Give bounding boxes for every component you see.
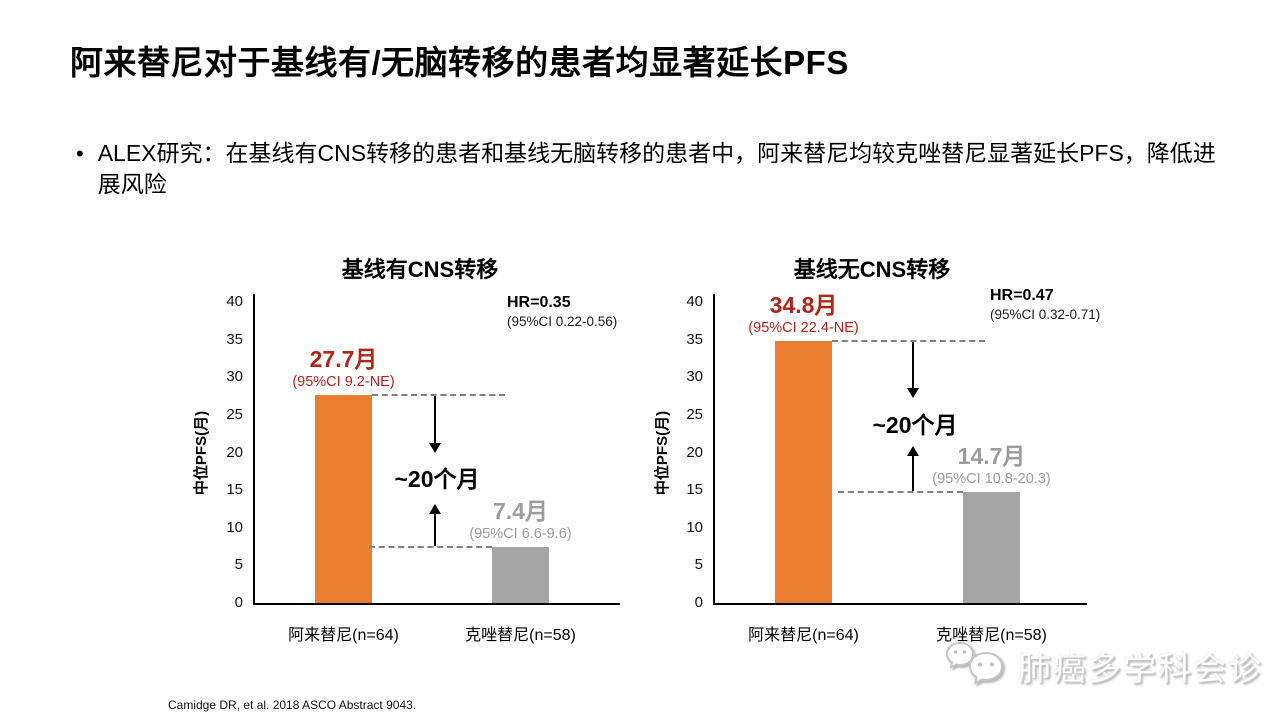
chart-1-xlabel-crizotinib: 克唑替尼(n=58) [936,627,1047,644]
median-pfs-value: 34.8月 [769,292,838,319]
chart-0-value-label-crizotinib: 7.4月 (95%CI 6.6-9.6) [406,498,636,544]
chart-1-bar-crizotinib [963,492,1020,603]
watermark-text: 肺癌多学科会诊 [1018,650,1263,687]
chart-1-bar-alectinib [775,341,832,603]
page-title: 阿来替尼对于基线有/无脑转移的患者均显著延长PFS [70,44,849,81]
confidence-interval: (95%CI 9.2-NE) [292,373,395,390]
hr-value: HR=0.47 [990,287,1054,304]
chart-1-value-label-alectinib: 34.8月 (95%CI 22.4-NE) [689,292,919,338]
chart-0-title: 基线有CNS转移 [341,257,499,282]
bullet-row: • ALEX研究：在基线有CNS转移的患者和基线无脑转移的患者中，阿来替尼均较克… [76,138,1221,200]
chart-0-ytick-40: 40 [226,293,243,310]
citation-footnote: Camidge DR, et al. 2018 ASCO Abstract 90… [168,698,417,712]
chart-1-ytick-0: 0 [694,594,703,611]
chart-0-ytick-35: 35 [226,330,243,348]
hr-confidence-interval: (95%CI 0.32-0.71) [990,307,1101,322]
chart-1-dash-high [832,340,985,343]
bullet-text: ALEX研究：在基线有CNS转移的患者和基线无脑转移的患者中，阿来替尼均较克唑替… [97,140,1216,197]
chart-0-axes [253,294,620,605]
chart-1-axes [713,294,1087,605]
chart-0-bar-alectinib [315,394,372,603]
chart-0-xlabel-alectinib: 阿来替尼(n=64) [288,627,399,644]
chart-1-ytick-15: 15 [686,481,703,499]
chart-1-difference-label: ~20个月 [872,412,958,438]
hr-confidence-interval: (95%CI 0.22-0.56) [507,314,618,329]
chart-0-down-arrow-head [429,442,441,453]
chart-1-ytick-40: 40 [686,293,703,310]
hr-value: HR=0.35 [507,294,571,311]
chart-0-dash-low [369,546,492,549]
chart-1-ytick-5: 5 [694,556,703,574]
median-pfs-value: 7.4月 [493,498,548,525]
chart-1-ytick-30: 30 [686,368,703,386]
chart-0-up-arrow-head [429,504,441,515]
median-pfs-value: 14.7月 [957,443,1026,470]
chart-1-ytick-20: 20 [686,443,703,461]
chart-1-xlabel-alectinib: 阿来替尼(n=64) [748,627,859,644]
chart-1-dash-low [838,491,963,494]
chart-0-ytick-10: 10 [226,518,243,536]
chart-0-down-arrow-line [434,395,436,445]
median-pfs-value: 27.7月 [309,345,378,372]
chart-0-ytick-15: 15 [226,481,243,499]
chart-0-ytick-30: 30 [226,368,243,386]
chart-0-ytick-0: 0 [234,594,243,611]
confidence-interval: (95%CI 6.6-9.6) [469,526,572,543]
chart-1-ytick-10: 10 [686,518,703,536]
chart-1-ytick-25: 25 [686,405,703,423]
chart-1-hazard-ratio: HR=0.47 (95%CI 0.32-0.71) [990,286,1100,323]
chart-0-bar-crizotinib [492,547,549,603]
chart-1-up-arrow-line [912,455,914,492]
confidence-interval: (95%CI 22.4-NE) [748,320,859,337]
chart-0-difference-label: ~20个月 [394,466,480,492]
chart-1-down-arrow-head [907,388,919,399]
watermark: 肺癌多学科会诊 [946,640,1263,692]
chart-0-xlabel-crizotinib: 克唑替尼(n=58) [465,627,576,644]
chart-1-up-arrow-head [907,446,919,457]
chart-0-ytick-25: 25 [226,405,243,423]
wechat-icon [946,641,1004,685]
chart-1-ytick-35: 35 [686,330,703,348]
chart-0-hazard-ratio: HR=0.35 (95%CI 0.22-0.56) [507,293,617,330]
chart-0-dash-high [372,393,505,396]
chart-0-value-label-alectinib: 27.7月 (95%CI 9.2-NE) [229,346,459,392]
chart-1-down-arrow-line [912,342,914,391]
chart-0-up-arrow-line [434,513,436,547]
chart-1-value-label-crizotinib: 14.7月 (95%CI 10.8-20.3) [877,443,1107,489]
bullet-marker: • [76,141,84,166]
chart-0-ytick-5: 5 [234,556,243,574]
confidence-interval: (95%CI 10.8-20.3) [932,471,1051,488]
chart-0-ytick-20: 20 [226,443,243,461]
chart-1-title: 基线无CNS转移 [793,257,951,282]
